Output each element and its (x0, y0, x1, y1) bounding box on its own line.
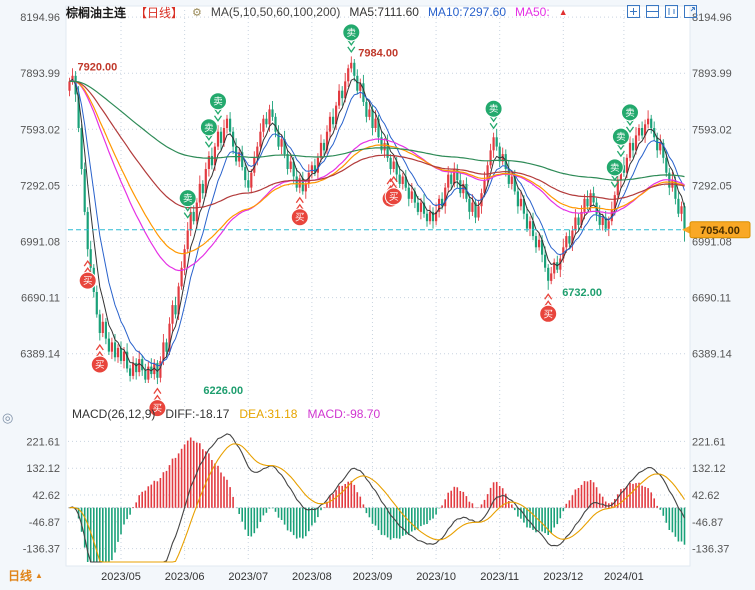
fullscreen-icon[interactable] (684, 5, 697, 18)
svg-text:7893.99: 7893.99 (20, 68, 60, 80)
svg-text:-136.37: -136.37 (692, 544, 729, 556)
svg-text:6690.11: 6690.11 (21, 293, 60, 305)
svg-text:6991.08: 6991.08 (20, 236, 60, 248)
chart-toolbar (627, 5, 697, 18)
svg-text:卖: 卖 (625, 108, 635, 119)
svg-text:-46.87: -46.87 (29, 517, 60, 529)
macd-legend: MACD(26,12,9) DIFF:-18.17 DEA:31.18 MACD… (72, 407, 380, 421)
svg-text:卖: 卖 (204, 123, 214, 134)
macd-macd-value: MACD:-98.70 (307, 407, 381, 421)
kline-panel-icon[interactable] (665, 5, 678, 18)
period-tag: 【日线】 (135, 5, 184, 20)
svg-text:买: 买 (83, 276, 93, 287)
svg-text:2023/11: 2023/11 (480, 571, 519, 583)
svg-text:6732.00: 6732.00 (562, 287, 602, 299)
svg-text:7054.00: 7054.00 (700, 225, 740, 237)
svg-text:7593.02: 7593.02 (692, 124, 732, 136)
svg-text:买: 买 (543, 309, 553, 320)
svg-text:42.62: 42.62 (32, 490, 60, 502)
svg-text:卖: 卖 (489, 104, 499, 115)
svg-text:221.61: 221.61 (26, 436, 60, 448)
indicator-settings-icon[interactable]: ⚙ (192, 6, 202, 19)
ma5-value: MA5:7111.60 (349, 5, 419, 19)
svg-text:卖: 卖 (610, 163, 620, 174)
add-panel-icon[interactable] (627, 5, 640, 18)
svg-text:2024/01: 2024/01 (604, 571, 644, 583)
svg-text:6690.11: 6690.11 (692, 293, 731, 305)
split-panel-icon[interactable] (646, 5, 659, 18)
svg-text:6991.08: 6991.08 (692, 236, 732, 248)
svg-text:卖: 卖 (347, 28, 357, 39)
svg-text:卖: 卖 (616, 132, 626, 143)
ma50-value: MA50: (515, 5, 550, 19)
svg-text:6226.00: 6226.00 (203, 385, 243, 397)
svg-text:221.61: 221.61 (692, 436, 726, 448)
svg-text:2023/05: 2023/05 (101, 571, 141, 583)
svg-text:-46.87: -46.87 (692, 517, 723, 529)
svg-text:6389.14: 6389.14 (692, 349, 732, 361)
macd-dea-value: DEA:31.18 (239, 407, 298, 421)
svg-text:-136.37: -136.37 (23, 544, 60, 556)
period-selector-label: 日线 (8, 569, 33, 583)
svg-text:132.12: 132.12 (692, 463, 726, 475)
symbol-title[interactable]: 棕榈油主连 (66, 5, 127, 20)
macd-diff-value: DIFF:-18.17 (165, 407, 230, 421)
svg-text:8194.96: 8194.96 (20, 12, 60, 24)
svg-text:132.12: 132.12 (26, 463, 60, 475)
svg-text:卖: 卖 (213, 97, 223, 108)
svg-text:2023/08: 2023/08 (292, 571, 332, 583)
svg-text:42.62: 42.62 (692, 490, 720, 502)
chart-header: 棕榈油主连 【日线】 ⚙ MA(5,10,50,60,100,200) MA5:… (0, 0, 755, 24)
crosshair-icon[interactable]: ◎ (2, 410, 14, 425)
svg-text:7984.00: 7984.00 (358, 47, 398, 59)
period-selector-button[interactable]: 日线 ▲ (8, 567, 43, 584)
svg-text:7893.99: 7893.99 (692, 68, 732, 80)
svg-text:7920.00: 7920.00 (78, 61, 118, 73)
svg-text:7292.05: 7292.05 (20, 180, 60, 192)
svg-text:2023/12: 2023/12 (543, 571, 583, 583)
svg-text:买: 买 (295, 213, 305, 224)
ma10-value: MA10:7297.60 (427, 5, 506, 19)
svg-text:7292.05: 7292.05 (692, 180, 732, 192)
svg-text:7593.02: 7593.02 (20, 124, 60, 136)
chevron-up-icon: ▲ (35, 571, 43, 580)
price-up-arrow-icon: ▲ (558, 7, 568, 17)
svg-text:买: 买 (153, 404, 163, 415)
svg-text:8194.96: 8194.96 (692, 12, 732, 24)
svg-text:买: 买 (389, 192, 399, 203)
svg-text:2023/06: 2023/06 (165, 571, 205, 583)
svg-text:2023/07: 2023/07 (228, 571, 268, 583)
svg-text:卖: 卖 (183, 194, 193, 205)
svg-text:2023/10: 2023/10 (416, 571, 456, 583)
svg-text:买: 买 (95, 360, 105, 371)
ma-group-label[interactable]: MA(5,10,50,60,100,200) (210, 5, 341, 19)
macd-params-label[interactable]: MACD(26,12,9) (72, 407, 156, 421)
svg-text:2023/09: 2023/09 (353, 571, 393, 583)
svg-text:6389.14: 6389.14 (20, 349, 60, 361)
